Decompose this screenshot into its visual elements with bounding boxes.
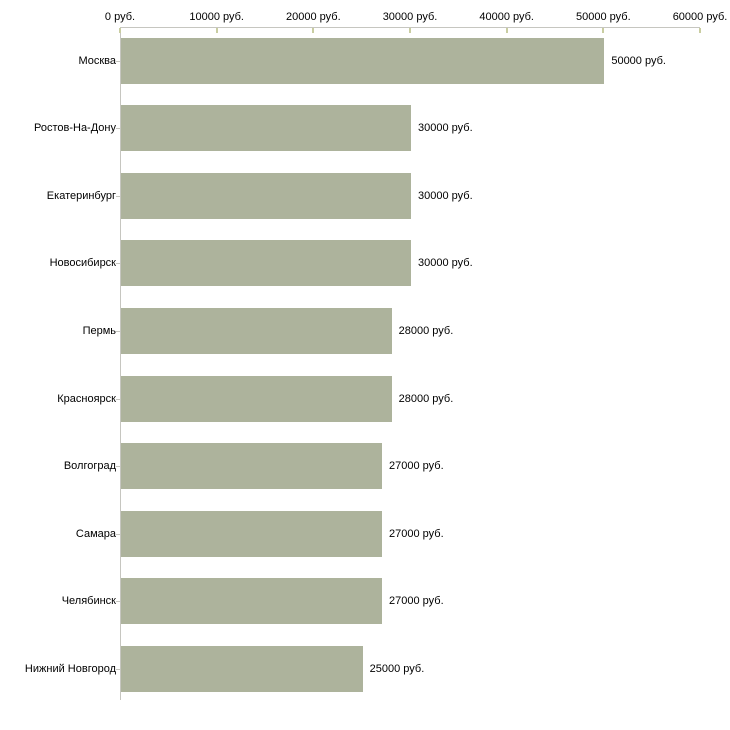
value-label: 27000 руб. [389, 527, 444, 540]
bar [121, 307, 392, 354]
category-tick [116, 196, 120, 197]
x-axis-tick [119, 28, 121, 33]
category-label: Нижний Новгород [24, 662, 116, 675]
category-label: Новосибирск [49, 257, 116, 270]
value-label: 28000 руб. [398, 324, 454, 337]
x-axis-tick [312, 28, 315, 33]
x-axis-tick [215, 28, 218, 33]
category-tick [116, 331, 120, 332]
category-tick [116, 61, 120, 62]
bar [121, 510, 382, 557]
x-axis-line [120, 27, 700, 28]
category-tick [116, 399, 120, 400]
category-label: Ростов-На-Дону [33, 122, 116, 135]
category-tick [116, 534, 120, 535]
x-axis-tick [505, 28, 508, 33]
x-axis-tick-label: 50000 руб. [576, 11, 631, 23]
bar [121, 375, 392, 422]
x-axis-tick [602, 28, 605, 33]
bar [121, 578, 382, 625]
value-label: 25000 руб. [369, 662, 425, 675]
value-label: 28000 руб. [398, 392, 454, 405]
category-label: Самара [75, 527, 116, 540]
category-label: Красноярск [57, 392, 116, 405]
value-label: 30000 руб. [418, 189, 473, 202]
category-tick [116, 669, 120, 670]
category-label: Волгоград [63, 460, 116, 473]
x-axis-tick-label: 40000 руб. [479, 11, 534, 23]
x-axis-tick [409, 28, 411, 33]
x-axis-tick-label: 0 руб. [104, 11, 136, 23]
y-axis-line [120, 27, 121, 700]
bar [121, 105, 411, 152]
value-label: 27000 руб. [389, 595, 444, 608]
x-axis-tick [699, 28, 701, 33]
x-axis-tick-label: 20000 руб. [286, 11, 341, 23]
x-axis-tick-label: 10000 руб. [189, 11, 244, 23]
category-label: Москва [78, 54, 116, 67]
x-axis-tick-label: 30000 руб. [382, 11, 438, 23]
category-tick [116, 466, 120, 467]
category-tick [116, 128, 120, 129]
bar [121, 443, 382, 490]
bar [121, 172, 411, 219]
bar [121, 240, 411, 287]
bar [121, 37, 605, 84]
category-label: Екатеринбург [46, 189, 116, 202]
value-label: 27000 руб. [389, 460, 444, 473]
x-axis-tick-label: 60000 руб. [672, 11, 728, 23]
value-label: 50000 руб. [611, 54, 666, 67]
category-label: Челябинск [61, 595, 116, 608]
bar [121, 645, 363, 692]
category-label: Пермь [82, 324, 116, 337]
category-tick [116, 601, 120, 602]
value-label: 30000 руб. [418, 122, 473, 135]
value-label: 30000 руб. [418, 257, 473, 270]
category-tick [116, 263, 120, 264]
